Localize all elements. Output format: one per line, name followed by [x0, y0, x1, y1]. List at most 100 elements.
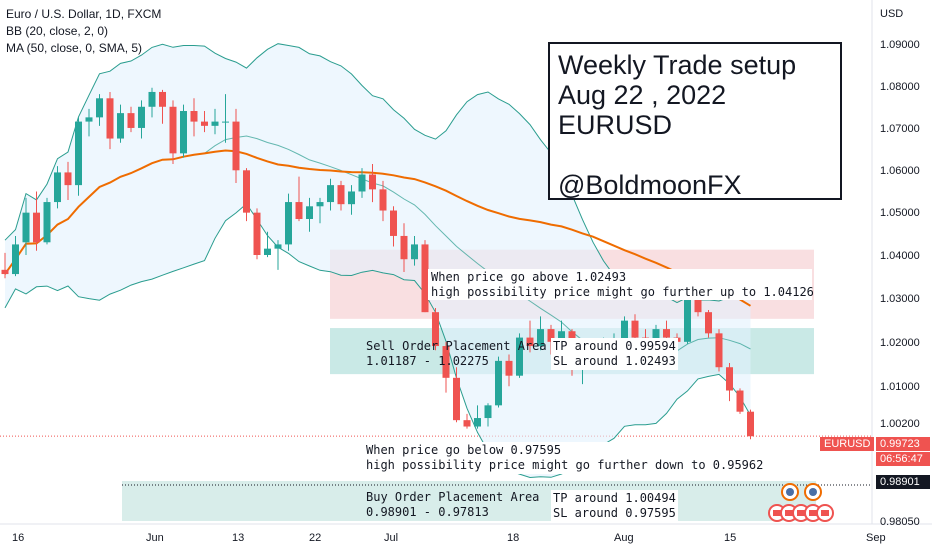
candle-body [400, 235, 408, 260]
price-tick-label: 0.98050 [880, 516, 920, 528]
candle-body [243, 170, 250, 213]
price-tick-label: 1.06000 [880, 165, 920, 177]
candle [726, 362, 733, 402]
note-buy-line-1: Buy Order Placement Area [366, 490, 540, 504]
candle-body [621, 320, 628, 342]
candle [348, 185, 355, 215]
candle [253, 208, 261, 260]
legend-moving-average: MA (50, close, 0, SMA, 5) [6, 41, 143, 55]
flag-icon [786, 488, 794, 496]
title-line-1: Weekly Trade setup [558, 50, 797, 80]
candle-body [736, 390, 744, 412]
candle-body [726, 367, 733, 391]
note-buy-sl: SL around 0.97595 [553, 506, 676, 520]
candle [1, 252, 9, 279]
candle-body [390, 210, 397, 236]
candle [327, 178, 334, 211]
candle-body [526, 337, 534, 347]
candle [159, 89, 166, 124]
time-tick-label: 22 [309, 532, 321, 544]
candle [379, 180, 387, 222]
price-tick-label: 1.09000 [880, 39, 920, 51]
candle [495, 356, 502, 408]
bollinger-lower-band [4, 203, 751, 479]
candle [526, 320, 534, 353]
candle [180, 104, 187, 158]
candle-body [169, 106, 177, 154]
candle [285, 193, 292, 251]
level-price-tag: 0.98901 [876, 475, 930, 489]
note-buy-line-2: 0.98901 - 0.97813 [366, 505, 489, 519]
candle [537, 316, 544, 351]
candle-body [106, 98, 114, 139]
candle [169, 100, 177, 164]
candle-body [705, 312, 712, 334]
candle-body [190, 111, 198, 122]
time-tick-label: Sep [866, 532, 886, 544]
candle-body [516, 337, 523, 376]
candle-body [148, 91, 156, 107]
note-above-line-2: high possibility price might go further … [431, 285, 814, 299]
candle [505, 354, 513, 387]
note-below-line-1: When price go below 0.97595 [366, 443, 562, 457]
candle [75, 117, 82, 196]
candle [33, 191, 40, 251]
chart-legend: Euro / U.S. Dollar, 1D, FXCM BB (20, clo… [6, 6, 161, 57]
note-sell-targets: TP around 0.99594 SL around 1.02493 [551, 338, 678, 370]
candle-body [631, 320, 639, 338]
candle [96, 94, 103, 126]
time-tick-label: 18 [507, 532, 519, 544]
candle-body [64, 172, 72, 186]
candle [358, 168, 366, 198]
candle-body [295, 202, 303, 220]
candle-body [211, 121, 219, 126]
candle [390, 206, 397, 247]
candle [474, 405, 481, 429]
title-line-4: @BoldmoonFX [558, 170, 742, 200]
price-tick-label: 1.02000 [880, 337, 920, 349]
candle [85, 108, 93, 137]
moving-average-line [4, 149, 752, 307]
candle-body [348, 191, 355, 205]
candle-body [316, 202, 324, 207]
candle [106, 91, 114, 150]
candle [337, 180, 345, 211]
candle [243, 168, 250, 222]
candle [442, 341, 450, 393]
flag-icon [821, 510, 829, 516]
candle-body [558, 331, 565, 342]
price-axis-unit: USD [880, 8, 903, 20]
candle-body [85, 117, 93, 122]
candle [54, 166, 61, 209]
flag-icon [809, 510, 817, 516]
candle-body [127, 113, 135, 128]
candle-body [442, 346, 450, 378]
candle [274, 240, 282, 270]
candle-body [505, 360, 513, 376]
candle-body [663, 329, 670, 338]
candle-body [327, 185, 334, 203]
candle-body [453, 377, 460, 421]
candle-body [138, 106, 145, 128]
candle-body [180, 111, 187, 154]
price-tick-label: 1.00200 [880, 418, 920, 430]
time-tick-label: 16 [12, 532, 24, 544]
candle-body [222, 121, 229, 123]
candle [400, 223, 408, 272]
candle-body [75, 121, 82, 186]
title-line-2: Aug 22 , 2022 [558, 80, 727, 110]
note-below: When price go below 0.97595 high possibi… [364, 442, 763, 474]
candle-body [379, 189, 387, 211]
candle [22, 197, 30, 255]
candle [64, 161, 72, 200]
legend-bollinger-bands: BB (20, close, 2, 0) [6, 24, 109, 38]
note-sell-tp: TP around 0.99594 [553, 339, 676, 353]
candle-body [432, 312, 439, 347]
price-tick-label: 1.01000 [880, 381, 920, 393]
price-tick-label: 1.04000 [880, 250, 920, 262]
title-box: Weekly Trade setup Aug 22 , 2022 EURUSD … [548, 42, 842, 200]
candle-body [337, 185, 345, 205]
flag-icon [797, 510, 805, 516]
candle [411, 235, 418, 266]
candle [432, 307, 439, 351]
